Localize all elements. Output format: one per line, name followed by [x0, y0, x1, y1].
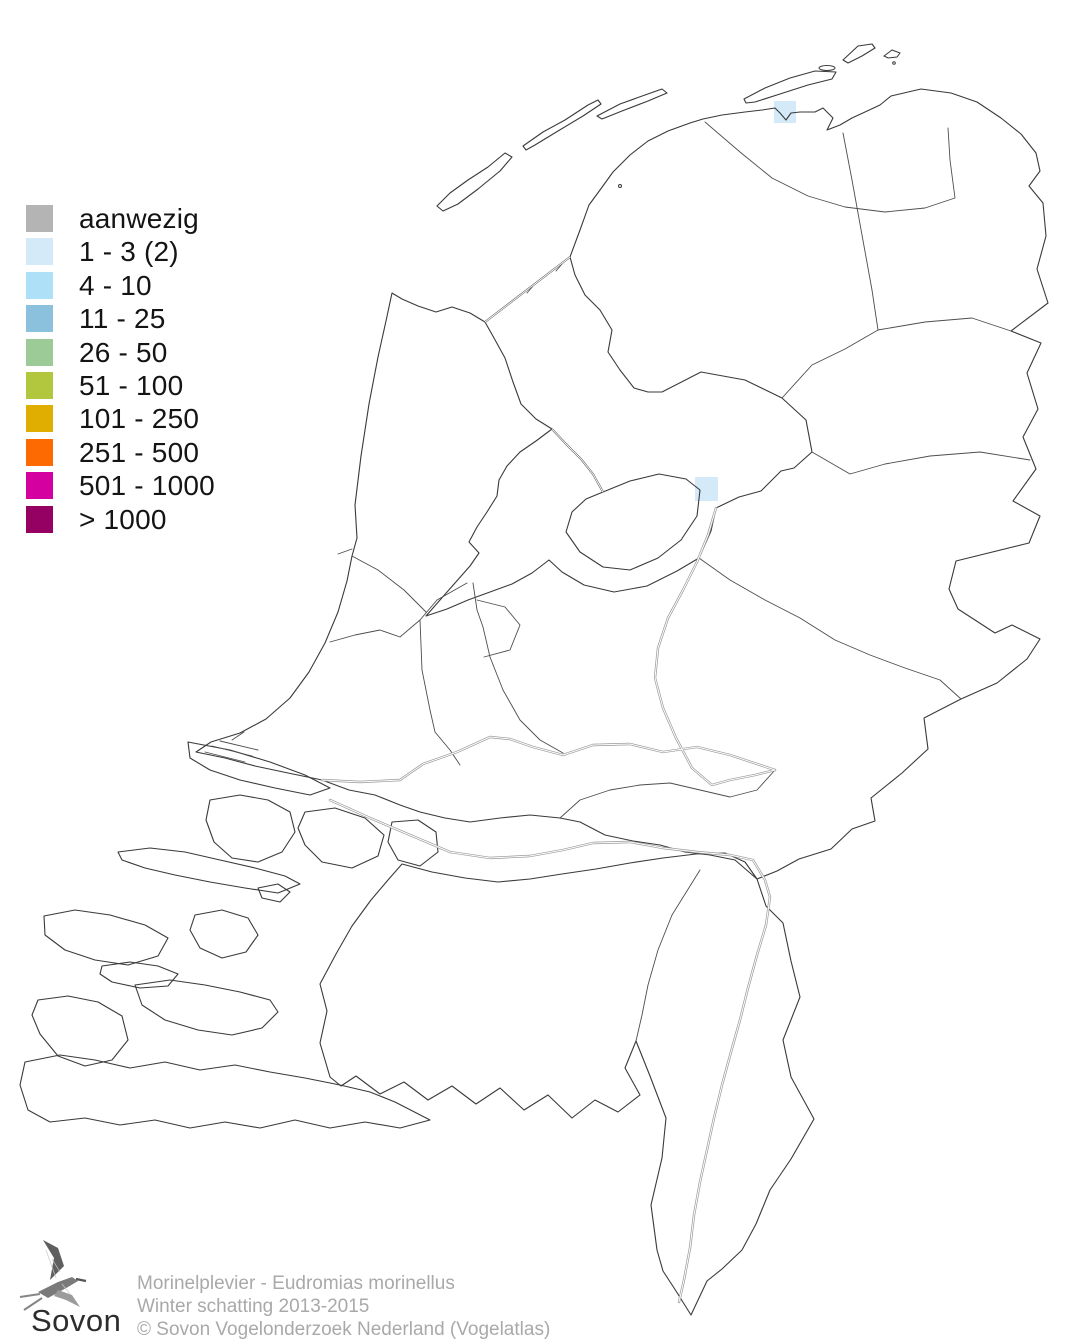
caption-season: Winter schatting 2013-2015: [137, 1296, 370, 1317]
island-vlieland: [522, 99, 602, 151]
legend-label: 1 - 3 (2): [79, 236, 179, 268]
waal-branch: [559, 769, 776, 819]
harbour-docks: [204, 740, 259, 763]
caption-species: Morinelplevier - Eudromias morinellus: [137, 1273, 455, 1294]
atlas-cell: [774, 101, 796, 123]
river-maas: [328, 798, 772, 1304]
legend-swatch: [26, 438, 53, 466]
legend-swatch: [26, 372, 53, 399]
legend-label: 4 - 10: [79, 269, 152, 301]
border-noordholland-utrecht: [329, 582, 468, 643]
island-ameland: [743, 70, 837, 104]
zeeuws-vlaanderen: [19, 1054, 431, 1129]
legend-swatch: [26, 405, 53, 433]
border-gooi: [476, 599, 521, 658]
border-friesland-groningen: [842, 132, 879, 331]
legend-label: aanwezig: [79, 203, 199, 234]
legend-label: 51 - 100: [79, 370, 184, 401]
atlas-cell: [695, 477, 718, 501]
islet: [892, 61, 896, 65]
border-friesland-drenthe: [781, 329, 879, 399]
map-captions: Morinelplevier - Eudromias morinellus Wi…: [137, 1272, 550, 1340]
legend-label: 501 - 1000: [79, 470, 215, 502]
frisian-canal: [704, 121, 956, 213]
border-groningen-drenthe: [877, 317, 1012, 332]
caption-copyright: © Sovon Vogelonderzoek Nederland (Vogela…: [137, 1319, 551, 1340]
legend-swatch: [26, 238, 53, 266]
swallow-icon: [19, 1240, 87, 1311]
island-terschelling: [596, 88, 668, 120]
legend-swatch: [26, 271, 53, 299]
island-walcheren: [31, 995, 129, 1067]
legend-label: 101 - 250: [79, 403, 200, 435]
sovon-logo: Sovon: [14, 1228, 144, 1338]
mainland-north-outline: [195, 88, 1049, 880]
legend-swatch: [26, 505, 53, 533]
island-voorne-putten: [205, 794, 296, 863]
mainland-south-outline: [319, 852, 815, 1316]
island-zuid-beveland: [134, 979, 279, 1036]
island-hoeksche-waard: [297, 807, 385, 869]
border-utrecht-gelderland: [472, 582, 564, 754]
legend-label: > 1000: [79, 503, 167, 535]
sovon-logo-text: Sovon: [31, 1303, 122, 1338]
river-ijssel: [653, 506, 777, 787]
border-drenthe-overijssel: [811, 451, 1031, 475]
border-utrecht-zuidholland: [419, 619, 461, 766]
rivers-layer: [320, 256, 777, 1304]
island-texel: [436, 152, 513, 212]
islet-griend: [618, 184, 622, 188]
legend-swatch: [26, 338, 53, 366]
legend-label: 11 - 25: [79, 303, 166, 335]
island-st-philipsland: [257, 883, 291, 903]
legend-swatch: [26, 472, 53, 500]
coastline-layer: [19, 43, 1049, 1316]
europoort: [187, 741, 331, 796]
legend-label: 251 - 500: [79, 436, 200, 468]
border-brabant-limburg: [635, 869, 701, 1042]
houtribdijk: [551, 428, 604, 493]
legend-swatch: [26, 205, 53, 232]
flevoland-outline: [565, 473, 701, 571]
legend-label: 26 - 50: [79, 336, 168, 368]
island-noord-beveland: [99, 961, 179, 989]
legend-swatch: [26, 305, 53, 333]
island-goeree-overflakkee: [117, 847, 301, 894]
island-schiermonnikoog: [842, 43, 876, 64]
pier-marks: [231, 263, 563, 741]
island-dordrecht: [387, 819, 439, 867]
island-tholen: [189, 909, 259, 959]
noordzeekanaal: [351, 555, 427, 613]
border-overijssel-gelderland: [698, 557, 962, 700]
islet: [883, 49, 901, 59]
river-lek: [320, 735, 777, 784]
province-borders-layer: [231, 121, 1031, 1042]
islet: [818, 65, 836, 71]
island-schouwen-duiveland: [43, 909, 169, 966]
